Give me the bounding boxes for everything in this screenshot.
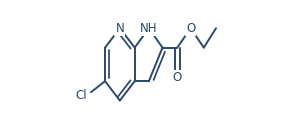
Text: O: O: [186, 22, 195, 35]
Text: Cl: Cl: [75, 89, 87, 102]
Text: N: N: [115, 22, 124, 35]
Text: NH: NH: [140, 22, 158, 35]
Text: O: O: [173, 71, 182, 84]
